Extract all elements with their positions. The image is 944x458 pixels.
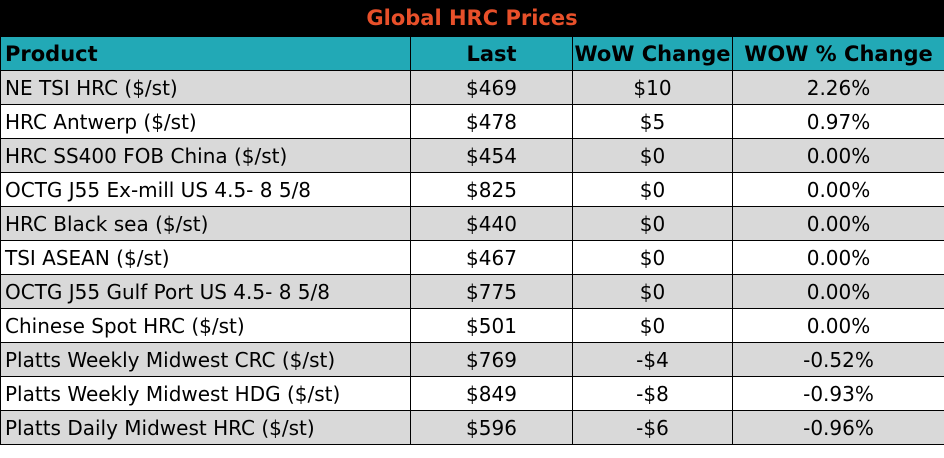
cell-wow-change: $0	[572, 240, 733, 275]
cell-product: OCTG J55 Gulf Port US 4.5- 8 5/8	[0, 274, 411, 309]
cell-last: $440	[410, 206, 573, 241]
table-row: Platts Weekly Midwest CRC ($/st) $769 -$…	[0, 342, 944, 377]
cell-wow-pct-change: 2.26%	[732, 70, 944, 105]
cell-wow-pct-change: 0.00%	[732, 206, 944, 241]
table-row: HRC SS400 FOB China ($/st) $454 $0 0.00%	[0, 138, 944, 173]
cell-wow-change: -$6	[572, 410, 733, 445]
price-table: Product Last WoW Change WOW % Change NE …	[0, 36, 944, 445]
cell-last: $467	[410, 240, 573, 275]
table-row: HRC Black sea ($/st) $440 $0 0.00%	[0, 206, 944, 241]
header-last: Last	[410, 36, 573, 71]
cell-wow-change: $0	[572, 274, 733, 309]
cell-wow-pct-change: 0.00%	[732, 138, 944, 173]
cell-product: HRC Antwerp ($/st)	[0, 104, 411, 139]
cell-wow-change: $5	[572, 104, 733, 139]
cell-wow-pct-change: 0.00%	[732, 308, 944, 343]
cell-wow-pct-change: 0.00%	[732, 240, 944, 275]
cell-product: OCTG J55 Ex-mill US 4.5- 8 5/8	[0, 172, 411, 207]
cell-product: Chinese Spot HRC ($/st)	[0, 308, 411, 343]
cell-product: HRC Black sea ($/st)	[0, 206, 411, 241]
cell-wow-change: $0	[572, 206, 733, 241]
header-product: Product	[0, 36, 411, 71]
cell-wow-change: -$8	[572, 376, 733, 411]
cell-product: Platts Daily Midwest HRC ($/st)	[0, 410, 411, 445]
cell-wow-change: $10	[572, 70, 733, 105]
table-row: OCTG J55 Gulf Port US 4.5- 8 5/8 $775 $0…	[0, 274, 944, 309]
cell-wow-pct-change: -0.93%	[732, 376, 944, 411]
table-row: OCTG J55 Ex-mill US 4.5- 8 5/8 $825 $0 0…	[0, 172, 944, 207]
table-title: Global HRC Prices	[0, 0, 944, 36]
cell-wow-pct-change: 0.97%	[732, 104, 944, 139]
cell-wow-pct-change: 0.00%	[732, 172, 944, 207]
cell-wow-pct-change: 0.00%	[732, 274, 944, 309]
table-row: Platts Weekly Midwest HDG ($/st) $849 -$…	[0, 376, 944, 411]
cell-last: $769	[410, 342, 573, 377]
cell-product: NE TSI HRC ($/st)	[0, 70, 411, 105]
cell-wow-pct-change: -0.96%	[732, 410, 944, 445]
cell-last: $596	[410, 410, 573, 445]
table-row: Platts Daily Midwest HRC ($/st) $596 -$6…	[0, 410, 944, 445]
table-row: HRC Antwerp ($/st) $478 $5 0.97%	[0, 104, 944, 139]
header-row: Product Last WoW Change WOW % Change	[0, 36, 944, 71]
table-row: NE TSI HRC ($/st) $469 $10 2.26%	[0, 70, 944, 105]
cell-wow-change: $0	[572, 308, 733, 343]
cell-last: $469	[410, 70, 573, 105]
cell-product: TSI ASEAN ($/st)	[0, 240, 411, 275]
cell-last: $454	[410, 138, 573, 173]
header-wow-change: WoW Change	[572, 36, 733, 71]
header-wow-pct-change: WOW % Change	[732, 36, 944, 71]
cell-product: HRC SS400 FOB China ($/st)	[0, 138, 411, 173]
cell-product: Platts Weekly Midwest CRC ($/st)	[0, 342, 411, 377]
cell-product: Platts Weekly Midwest HDG ($/st)	[0, 376, 411, 411]
cell-last: $849	[410, 376, 573, 411]
cell-wow-pct-change: -0.52%	[732, 342, 944, 377]
cell-wow-change: -$4	[572, 342, 733, 377]
cell-last: $825	[410, 172, 573, 207]
cell-last: $478	[410, 104, 573, 139]
cell-wow-change: $0	[572, 138, 733, 173]
cell-wow-change: $0	[572, 172, 733, 207]
table-row: Chinese Spot HRC ($/st) $501 $0 0.00%	[0, 308, 944, 343]
cell-last: $775	[410, 274, 573, 309]
table-row: TSI ASEAN ($/st) $467 $0 0.00%	[0, 240, 944, 275]
cell-last: $501	[410, 308, 573, 343]
